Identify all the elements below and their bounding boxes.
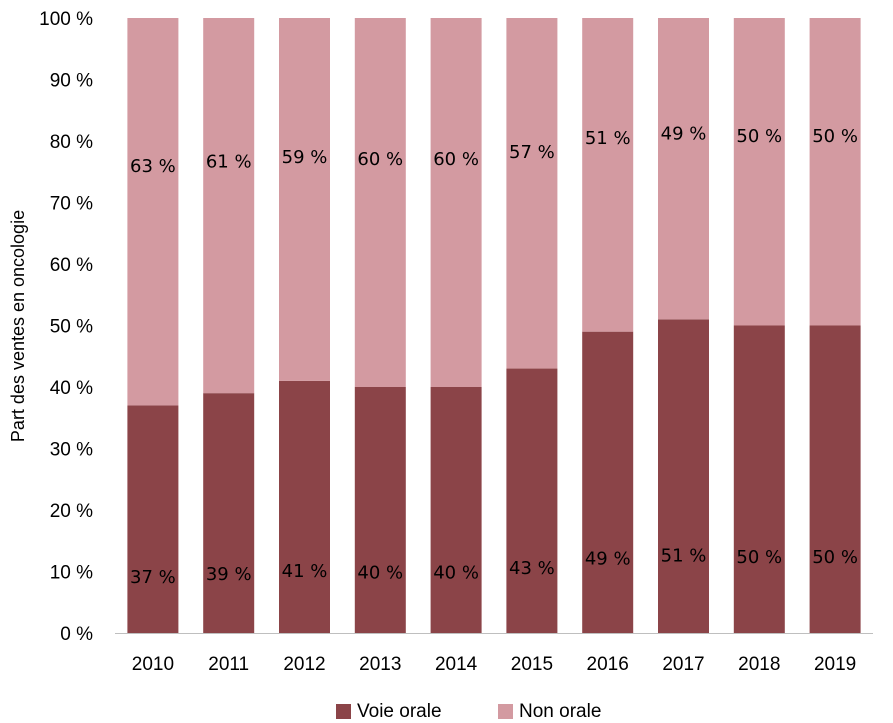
bar-voie-orale-2010 xyxy=(127,405,179,633)
bar-non-orale-2017 xyxy=(658,18,709,320)
legend-label-voie-orale: Voie orale xyxy=(357,701,442,722)
y-axis-ticks: 0 % 10 % 20 % 30 % 40 % 50 % 60 % 70 % 80 % 90 % 1… xyxy=(39,9,93,645)
data-label: 50 % xyxy=(736,126,782,147)
data-label: 49 % xyxy=(585,549,631,570)
y-tick-label: 90 % xyxy=(50,71,93,92)
bar-non-orale-2015 xyxy=(506,18,558,369)
data-label: 49 % xyxy=(661,124,707,145)
y-tick-label: 80 % xyxy=(50,132,93,153)
legend-swatch-voie-orale xyxy=(336,704,351,719)
y-tick-label: 70 % xyxy=(50,194,93,215)
data-label: 61 % xyxy=(206,152,252,173)
x-tick-label: 2010 xyxy=(132,654,174,675)
bar-voie-orale-2019 xyxy=(809,325,861,633)
data-label: 40 % xyxy=(357,563,403,584)
bar-non-orale-2019 xyxy=(809,18,861,326)
data-labels: 37 % 63 % 39 % 61 % 41 % 59 % 40 % 60 % 40 % 60 %… xyxy=(130,124,858,589)
data-label: 50 % xyxy=(812,547,858,568)
y-tick-label: 0 % xyxy=(60,624,93,645)
bar-voie-orale-2012 xyxy=(279,380,330,633)
y-tick-label: 60 % xyxy=(50,255,93,276)
bar-voie-orale-2014 xyxy=(430,387,482,633)
legend: Voie orale Non orale xyxy=(0,700,893,723)
y-tick-label: 10 % xyxy=(50,563,93,584)
y-tick-label: 40 % xyxy=(50,378,93,399)
y-tick-label: 20 % xyxy=(50,501,93,522)
bar-voie-orale-2015 xyxy=(506,368,558,633)
y-tick-label: 100 % xyxy=(39,9,93,30)
x-tick-label: 2019 xyxy=(814,654,856,675)
data-label: 43 % xyxy=(509,558,555,579)
legend-item-non-orale: Non orale xyxy=(498,702,601,721)
x-axis-ticks: 2010 2011 2012 2013 2014 2015 2016 2017 2018 2019 xyxy=(132,654,856,675)
bar-non-orale-2018 xyxy=(733,18,785,326)
data-label: 60 % xyxy=(433,149,479,170)
data-label: 41 % xyxy=(282,561,328,582)
bar-non-orale-2014 xyxy=(430,18,482,387)
data-label: 37 % xyxy=(130,567,176,588)
x-tick-label: 2013 xyxy=(359,654,401,675)
y-axis-label: Part des ventes en oncologie xyxy=(8,210,28,442)
legend-item-voie-orale: Voie orale xyxy=(336,702,442,721)
x-tick-label: 2016 xyxy=(587,654,629,675)
data-label: 60 % xyxy=(357,149,403,170)
data-label: 59 % xyxy=(282,147,328,168)
legend-swatch-non-orale xyxy=(498,704,513,719)
bars xyxy=(127,18,861,633)
data-label: 51 % xyxy=(585,128,631,149)
bar-non-orale-2016 xyxy=(582,18,634,332)
bar-non-orale-2013 xyxy=(354,18,406,387)
stacked-bar-chart: Part des ventes en oncologie 0 % 10 % 20 %… xyxy=(8,9,873,675)
x-tick-label: 2015 xyxy=(511,654,553,675)
x-tick-label: 2011 xyxy=(208,654,249,675)
data-label: 51 % xyxy=(661,546,707,567)
x-tick-label: 2018 xyxy=(738,654,780,675)
data-label: 39 % xyxy=(206,564,252,585)
x-tick-label: 2017 xyxy=(662,654,704,675)
bar-voie-orale-2011 xyxy=(203,393,255,633)
data-label: 63 % xyxy=(130,156,176,177)
legend-label-non-orale: Non orale xyxy=(519,701,602,722)
data-label: 57 % xyxy=(509,142,555,163)
data-label: 50 % xyxy=(812,126,858,147)
bar-voie-orale-2016 xyxy=(582,331,634,633)
data-label: 40 % xyxy=(433,563,479,584)
x-tick-label: 2014 xyxy=(435,654,478,675)
bar-voie-orale-2017 xyxy=(658,319,709,633)
bar-voie-orale-2013 xyxy=(354,387,406,633)
bar-non-orale-2010 xyxy=(127,18,179,406)
bar-voie-orale-2018 xyxy=(733,325,785,633)
x-tick-label: 2012 xyxy=(283,654,325,675)
bar-non-orale-2012 xyxy=(279,18,330,381)
data-label: 50 % xyxy=(736,547,782,568)
bar-non-orale-2011 xyxy=(203,18,255,394)
y-tick-label: 50 % xyxy=(50,317,93,338)
y-tick-label: 30 % xyxy=(50,440,93,461)
